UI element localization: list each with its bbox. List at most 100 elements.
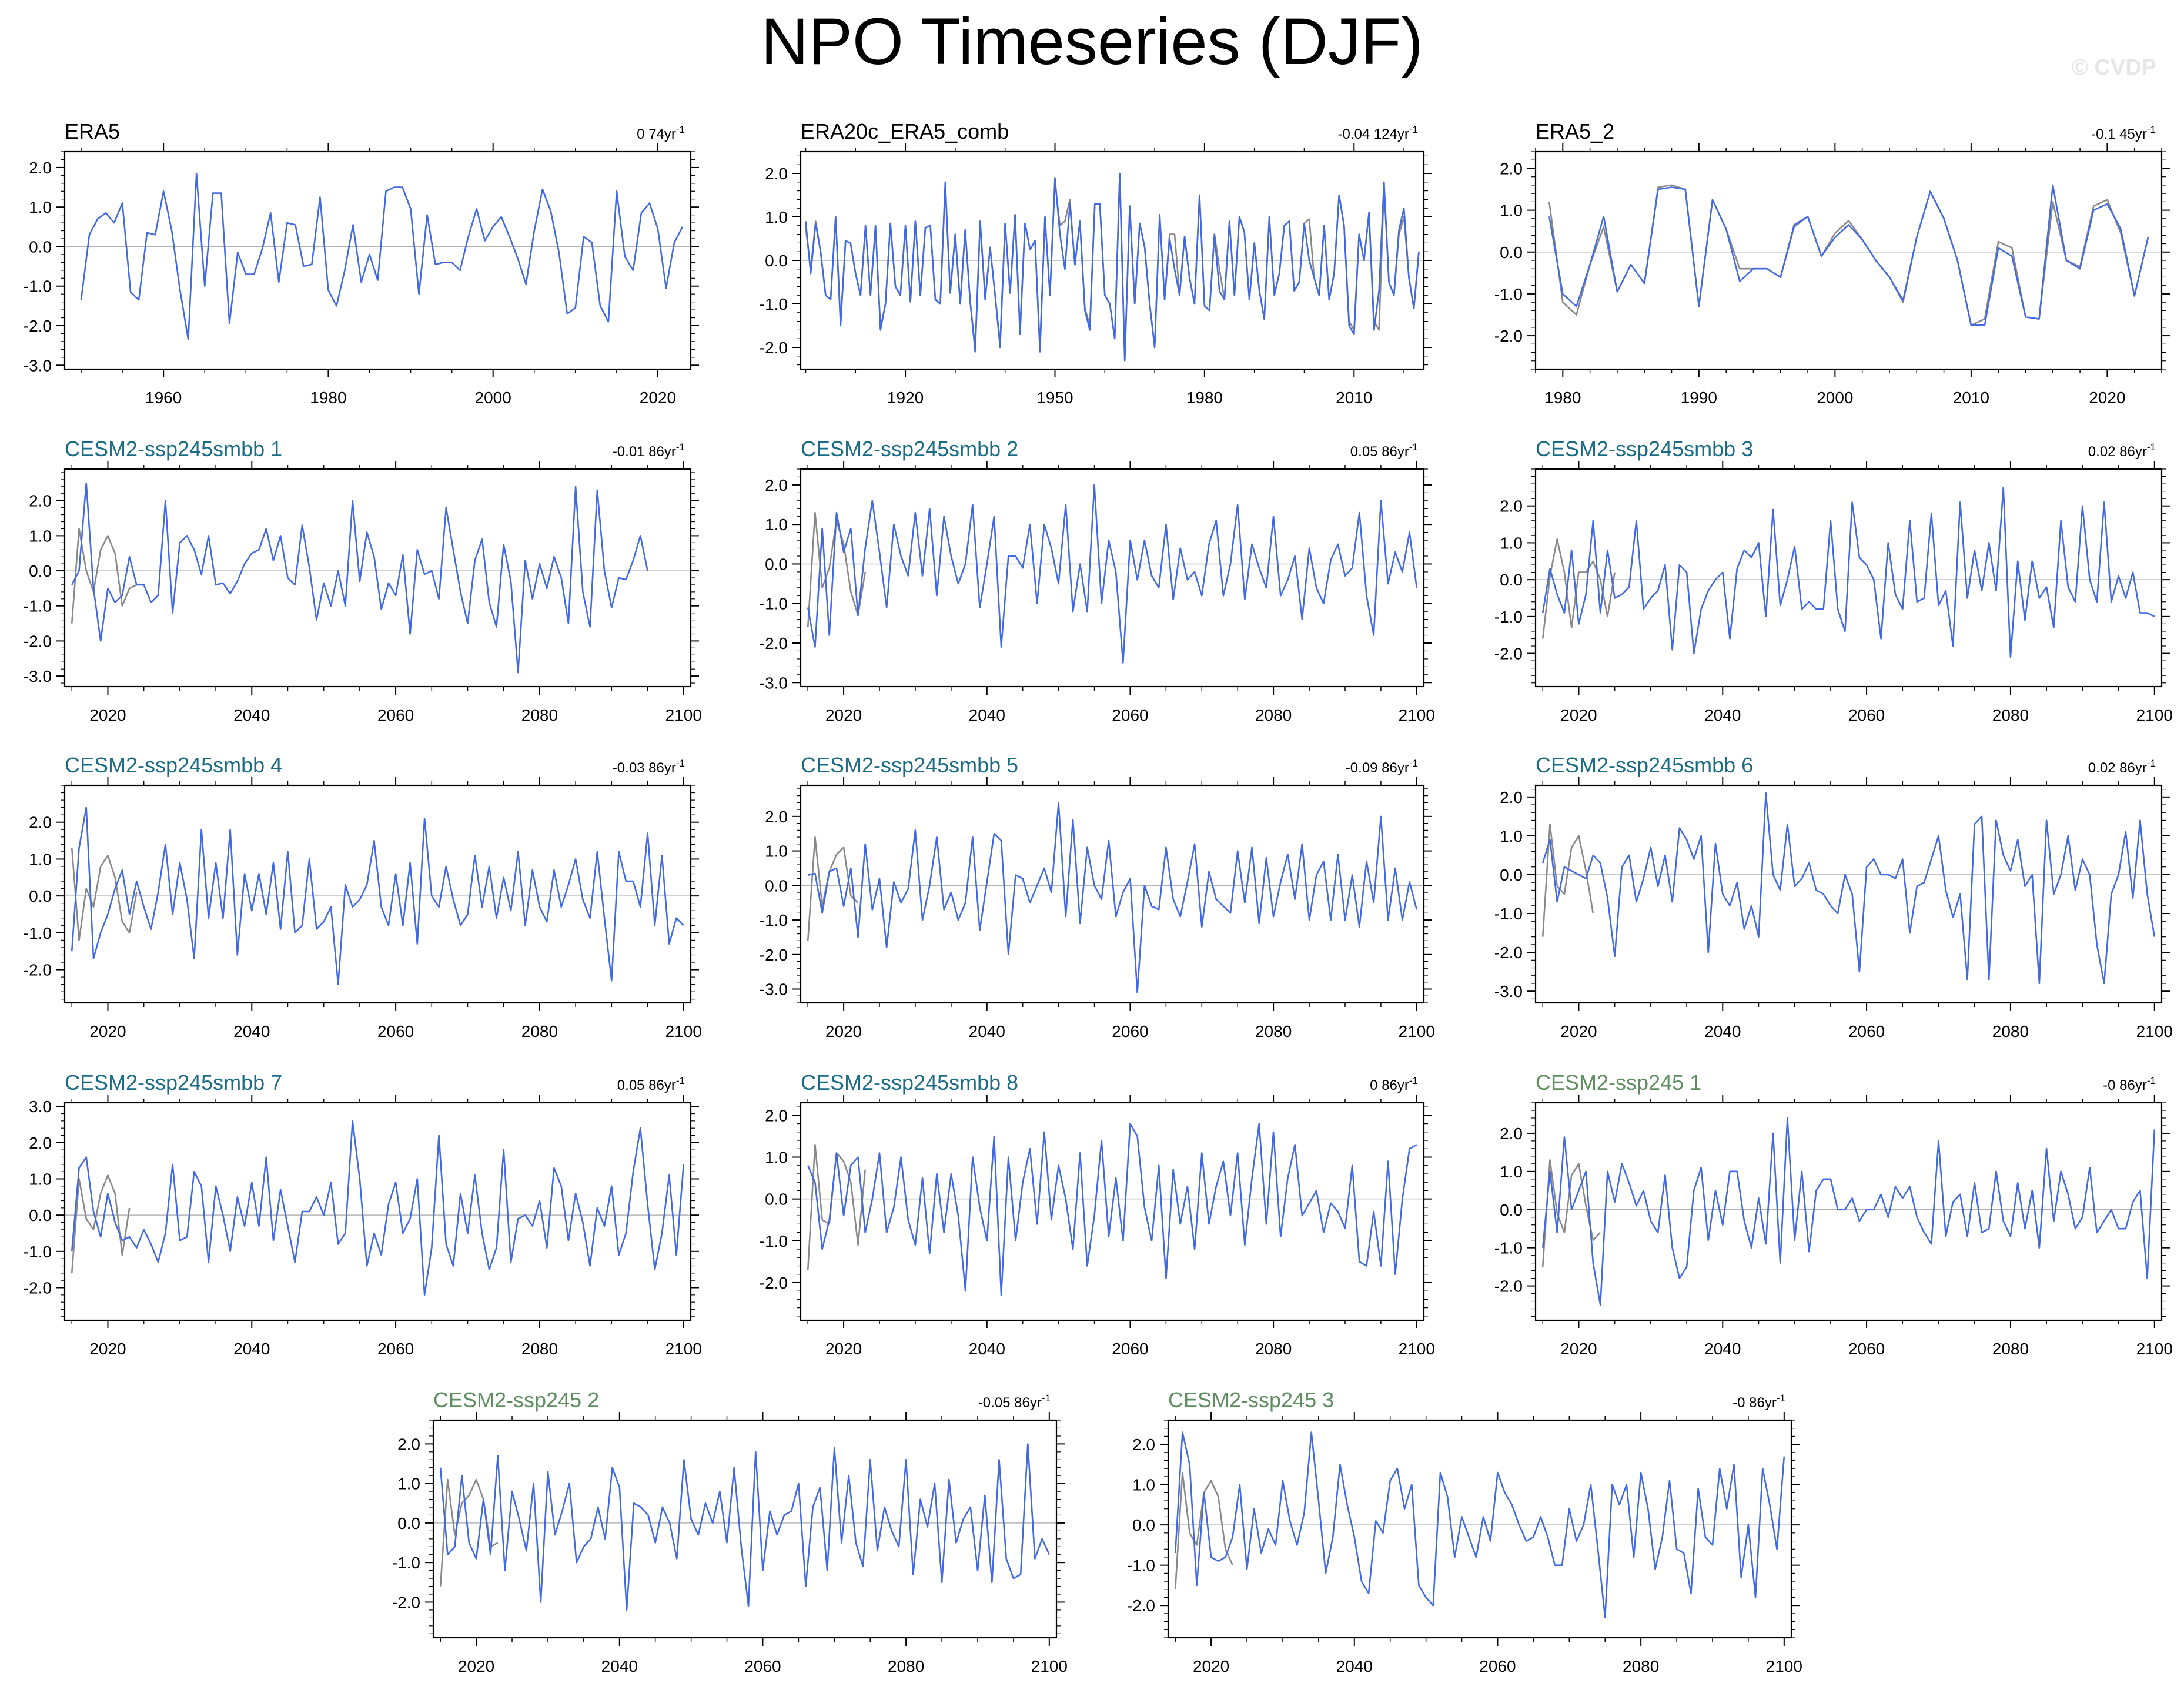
y-tick-label: 2.0	[1500, 1125, 1523, 1143]
panel-title: CESM2-ssp245smbb 4	[65, 753, 282, 777]
x-tick-label: 2100	[1399, 1340, 1435, 1358]
y-tick-label: 1.0	[1500, 534, 1523, 552]
x-tick-label: 1980	[310, 389, 346, 407]
x-tick-label: 2100	[1399, 1022, 1435, 1040]
x-tick-label: 2020	[89, 706, 126, 724]
trend-label: -0.09 86yr-1	[1346, 758, 1418, 776]
y-tick-label: 0.0	[1132, 1516, 1155, 1534]
x-tick-label: 2080	[888, 1657, 924, 1675]
y-tick-label: 2.0	[29, 1134, 52, 1152]
x-tick-label: 2040	[969, 706, 1005, 724]
y-tick-label: -2.0	[1127, 1597, 1155, 1615]
trend-exponent: -1	[1409, 1075, 1418, 1086]
plot-frame	[63, 150, 692, 370]
x-tick-label: 2010	[1953, 389, 1989, 407]
series-line	[80, 172, 684, 340]
trend-label: 0 74yr-1	[637, 124, 685, 142]
y-tick-label: -2.0	[760, 946, 788, 964]
plot-frame	[800, 468, 1425, 688]
x-tick-label: 2080	[1255, 1022, 1292, 1040]
x-tick-label: 2040	[1704, 1022, 1741, 1040]
x-tick-label: 2040	[233, 1022, 270, 1040]
x-tick-label: 2020	[825, 1340, 862, 1358]
panel-title: CESM2-ssp245smbb 2	[801, 437, 1018, 461]
x-tick-label: 2060	[1848, 1340, 1885, 1358]
series-line-secondary	[807, 836, 859, 941]
y-tick-label: -2.0	[760, 634, 788, 652]
panel-title: ERA20c_ERA5_comb	[801, 119, 1009, 143]
x-tick-label: 2100	[1766, 1657, 1802, 1675]
y-tick-label: -1.0	[1494, 905, 1523, 923]
x-tick-label: 2080	[1992, 706, 2029, 724]
x-tick-label: 2100	[1399, 706, 1435, 724]
x-tick-label: 2020	[89, 1022, 126, 1040]
y-tick-label: -1.0	[24, 597, 52, 615]
x-tick-label: 2020	[640, 389, 676, 407]
x-tick-label: 2100	[2136, 1022, 2173, 1040]
series-line	[71, 482, 648, 674]
panel-9: CESM2-ssp245smbb 6 0.02 86yr-1 2020 2040 206…	[1494, 753, 2173, 1040]
x-tick-label: 2100	[2136, 1340, 2173, 1358]
x-tick-label: 2080	[521, 1340, 558, 1358]
y-tick-label: 0.0	[765, 252, 788, 270]
x-tick-label: 2060	[1112, 706, 1148, 724]
x-tick-label: 2080	[1255, 1340, 1292, 1358]
panel-title: CESM2-ssp245 2	[433, 1388, 599, 1412]
trend-label: 0.02 86yr-1	[2088, 758, 2156, 776]
plot-frame	[432, 1419, 1058, 1639]
trend-label: -0.03 86yr-1	[613, 758, 685, 776]
y-tick-label: 0.0	[29, 562, 52, 580]
trend-label: 0.02 86yr-1	[2088, 441, 2156, 460]
y-tick-label: 2.0	[29, 159, 52, 177]
series-line-secondary	[71, 848, 138, 941]
trend-exponent: -1	[676, 124, 685, 135]
x-tick-label: 2060	[1112, 1022, 1148, 1040]
panel-11: CESM2-ssp245smbb 8 0 86yr-1 2020 2040 2060 20…	[760, 1070, 1435, 1358]
x-tick-label: 2060	[377, 706, 414, 724]
y-tick-label: -1.0	[1494, 1239, 1523, 1257]
x-tick-label: 2020	[825, 706, 862, 724]
y-tick-label: -2.0	[24, 317, 52, 335]
y-tick-label: 0.0	[765, 555, 788, 573]
x-tick-label: 1960	[145, 389, 182, 407]
y-tick-label: -2.0	[760, 1274, 788, 1292]
panel-4: CESM2-ssp245smbb 1 -0.01 86yr-1 2020 2040 20…	[24, 437, 702, 724]
panel-1: ERA5 0 74yr-1 1960 1980 2000 2020 2.0 1.0 0.0 -1.…	[24, 119, 699, 407]
x-tick-label: 2060	[377, 1022, 414, 1040]
trend-label: 0 86yr-1	[1370, 1075, 1418, 1093]
y-tick-label: 2.0	[765, 1106, 788, 1125]
y-tick-label: 0.0	[1500, 243, 1523, 262]
plot-frame	[1534, 150, 2163, 370]
trend-label: -0.04 124yr-1	[1337, 124, 1418, 142]
x-tick-label: 2040	[1336, 1657, 1373, 1675]
x-tick-label: 2040	[233, 706, 270, 724]
x-tick-label: 2020	[2089, 389, 2125, 407]
panel-5: CESM2-ssp245smbb 2 0.05 86yr-1 2020 2040 206…	[760, 437, 1435, 724]
y-tick-label: 1.0	[397, 1475, 420, 1493]
plot-frame	[800, 150, 1425, 370]
y-tick-label: -2.0	[24, 632, 52, 650]
y-tick-label: -2.0	[392, 1593, 420, 1611]
plot-frame	[63, 784, 692, 1004]
panel-7: CESM2-ssp245smbb 4 -0.03 86yr-1 2020 2040 20…	[24, 753, 702, 1040]
panel-3: ERA5_2 -0.1 45yr-1 1980 1990 2000 2010 2020 2.0…	[1494, 119, 2170, 407]
y-tick-label: 1.0	[765, 516, 788, 534]
y-tick-label: 0.0	[765, 876, 788, 895]
x-tick-label: 2100	[665, 706, 702, 724]
y-tick-label: -2.0	[1494, 943, 1523, 962]
panel-title: CESM2-ssp245smbb 7	[65, 1070, 282, 1095]
panel-title: CESM2-ssp245smbb 3	[1536, 437, 1753, 461]
x-tick-label: 1920	[887, 389, 924, 407]
panel-title: CESM2-ssp245smbb 1	[65, 437, 282, 461]
x-tick-label: 2040	[601, 1657, 638, 1675]
panel-title: CESM2-ssp245smbb 5	[801, 753, 1018, 777]
x-tick-label: 2100	[665, 1022, 702, 1040]
cvdp-credit: © CVDP	[2071, 55, 2156, 80]
x-tick-label: 2060	[744, 1657, 781, 1675]
plot-frame	[800, 1102, 1425, 1321]
y-tick-label: -1.0	[24, 277, 52, 296]
y-tick-label: -2.0	[1494, 645, 1523, 663]
y-tick-label: 1.0	[1500, 1163, 1523, 1181]
y-tick-label: -2.0	[760, 339, 788, 357]
